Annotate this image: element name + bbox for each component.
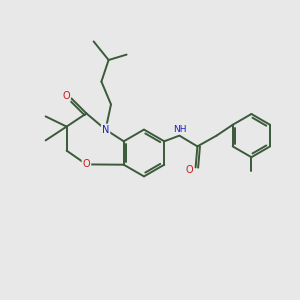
Text: O: O <box>185 165 193 175</box>
Text: O: O <box>62 91 70 101</box>
Text: N: N <box>102 124 109 135</box>
Text: O: O <box>82 159 90 170</box>
Text: NH: NH <box>173 124 187 134</box>
